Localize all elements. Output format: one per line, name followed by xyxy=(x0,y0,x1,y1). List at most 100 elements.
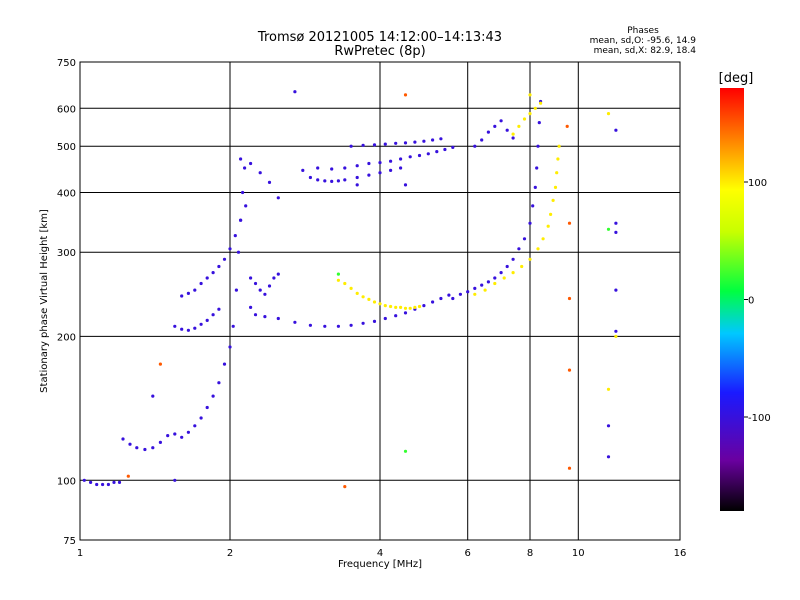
x-tick-label: 4 xyxy=(377,548,383,559)
data-point xyxy=(173,432,177,436)
y-tick-label: 200 xyxy=(57,332,76,343)
data-point xyxy=(151,394,155,398)
data-point xyxy=(394,141,398,145)
data-point xyxy=(422,139,426,143)
data-point xyxy=(528,112,532,116)
data-point xyxy=(349,286,353,290)
data-point xyxy=(439,137,443,141)
data-point xyxy=(541,237,545,241)
y-axis-label: Stationary phase Virtual Height [km] xyxy=(39,209,50,393)
data-point xyxy=(199,322,203,326)
data-point xyxy=(557,144,561,148)
data-point xyxy=(323,179,327,183)
data-point xyxy=(389,159,393,163)
data-point xyxy=(435,150,439,154)
data-point xyxy=(199,416,203,420)
data-point xyxy=(522,237,527,241)
data-point xyxy=(308,323,312,327)
data-point xyxy=(193,424,197,428)
x-tick-label: 1 xyxy=(77,548,83,559)
data-point xyxy=(537,121,541,125)
data-point xyxy=(239,218,243,222)
data-point xyxy=(186,291,190,295)
data-point xyxy=(535,166,539,170)
data-point xyxy=(486,280,490,284)
data-point xyxy=(166,434,170,438)
data-point xyxy=(343,281,347,286)
data-points xyxy=(82,90,618,489)
data-point xyxy=(378,171,382,175)
data-point xyxy=(426,152,430,156)
data-point xyxy=(505,264,509,269)
data-point xyxy=(480,283,484,287)
data-point xyxy=(383,316,387,321)
data-point xyxy=(211,394,215,398)
data-point xyxy=(606,424,611,428)
colorbar-tick-label: 100 xyxy=(748,178,767,189)
plot-frame xyxy=(79,61,681,541)
data-point xyxy=(473,144,477,148)
data-point xyxy=(276,272,280,276)
data-point xyxy=(499,119,503,123)
data-point xyxy=(511,257,515,261)
data-point xyxy=(126,474,130,478)
data-point xyxy=(403,183,408,187)
colorbar-tick-label: -100 xyxy=(748,413,771,424)
data-point xyxy=(417,153,422,158)
data-point xyxy=(135,446,139,450)
data-point xyxy=(383,304,387,308)
data-point xyxy=(293,320,297,324)
data-point xyxy=(117,480,122,484)
data-point xyxy=(343,485,347,489)
x-tick-label: 6 xyxy=(465,548,471,559)
data-point xyxy=(483,288,487,292)
data-point xyxy=(228,247,232,251)
data-point xyxy=(267,180,272,184)
data-point xyxy=(565,124,569,128)
data-point xyxy=(323,324,327,328)
data-point xyxy=(253,313,258,317)
data-point xyxy=(522,117,527,121)
data-point xyxy=(399,157,403,161)
data-point xyxy=(520,264,524,269)
data-point xyxy=(555,171,559,175)
data-point xyxy=(372,143,377,147)
y-axis-ticks: 75 100 200 300 400 500 600 750 xyxy=(57,58,76,547)
data-point xyxy=(82,478,86,482)
y-tick-label: 750 xyxy=(57,58,76,69)
data-point xyxy=(614,230,618,234)
data-point xyxy=(447,293,451,297)
data-point xyxy=(330,179,334,183)
data-point xyxy=(355,175,359,180)
x-tick-label: 16 xyxy=(674,548,687,559)
data-point xyxy=(480,138,484,142)
data-point xyxy=(378,161,382,165)
data-point xyxy=(606,455,611,459)
data-point xyxy=(355,291,359,295)
data-point xyxy=(549,212,553,216)
data-point xyxy=(180,327,184,331)
data-point xyxy=(193,326,197,330)
y-tick-label: 400 xyxy=(57,189,76,200)
data-point xyxy=(349,144,353,148)
data-point xyxy=(531,204,535,208)
data-point xyxy=(89,480,93,484)
data-point xyxy=(556,157,560,161)
data-point xyxy=(614,221,618,225)
data-point xyxy=(121,437,125,441)
stats-line-x: mean, sd,X: 82.9, 18.4 xyxy=(594,46,697,56)
data-point xyxy=(466,290,470,294)
data-point xyxy=(567,221,572,225)
data-point xyxy=(614,288,618,292)
data-point xyxy=(536,144,540,148)
data-point xyxy=(367,173,371,177)
data-point xyxy=(403,311,408,315)
data-point xyxy=(263,315,267,319)
data-point xyxy=(606,227,611,231)
data-point xyxy=(253,281,258,286)
data-point xyxy=(258,171,262,175)
data-point xyxy=(267,284,272,288)
data-point xyxy=(293,90,297,94)
data-point xyxy=(258,288,262,292)
data-point xyxy=(533,185,537,189)
